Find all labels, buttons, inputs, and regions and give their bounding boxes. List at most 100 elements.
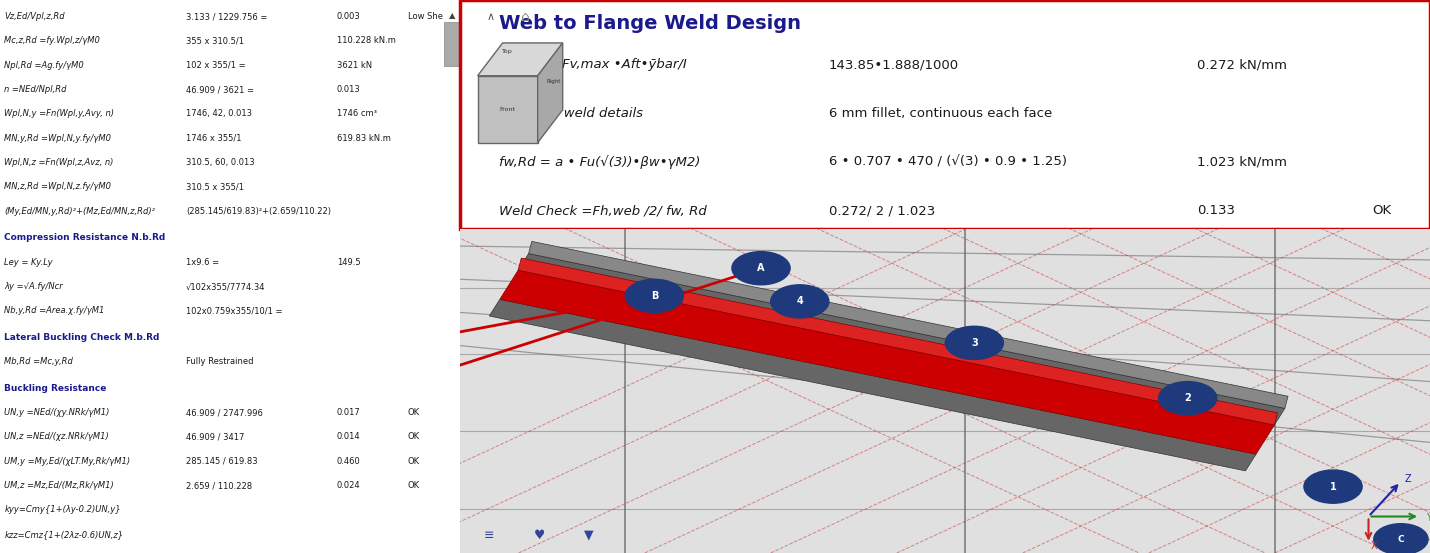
Polygon shape bbox=[478, 76, 538, 143]
Text: 2.659 / 110.228: 2.659 / 110.228 bbox=[186, 481, 252, 490]
Text: Fully Restrained: Fully Restrained bbox=[186, 357, 253, 366]
Text: λy =√A.fy/Ncr: λy =√A.fy/Ncr bbox=[4, 282, 63, 291]
Text: 0.133: 0.133 bbox=[1197, 204, 1236, 217]
Text: Low Shear: Low Shear bbox=[408, 12, 452, 21]
Polygon shape bbox=[518, 254, 1284, 425]
Text: Ley = Ky.Ly: Ley = Ky.Ly bbox=[4, 258, 53, 267]
Circle shape bbox=[1374, 524, 1429, 553]
Text: 0.024: 0.024 bbox=[337, 481, 360, 490]
Text: 355 x 310.5/1: 355 x 310.5/1 bbox=[186, 36, 245, 45]
Text: 310.5 x 355/1: 310.5 x 355/1 bbox=[186, 182, 245, 191]
Text: Vz,Ed/Vpl,z,Rd: Vz,Ed/Vpl,z,Rd bbox=[4, 12, 64, 21]
Text: C: C bbox=[1397, 535, 1404, 544]
Text: Right: Right bbox=[546, 79, 561, 85]
Text: 1746 x 355/1: 1746 x 355/1 bbox=[186, 134, 242, 143]
Text: 6 mm fillet, continuous each face: 6 mm fillet, continuous each face bbox=[829, 107, 1052, 120]
Text: √102x355/7774.34: √102x355/7774.34 bbox=[186, 282, 266, 291]
Text: UN,z =NEd/(χz.NRk/γM1): UN,z =NEd/(χz.NRk/γM1) bbox=[4, 432, 109, 441]
Text: Mb,Rd =Mc,y,Rd: Mb,Rd =Mc,y,Rd bbox=[4, 357, 73, 366]
FancyBboxPatch shape bbox=[460, 0, 1430, 229]
Text: MN,y,Rd =Wpl,N,y.fy/γM0: MN,y,Rd =Wpl,N,y.fy/γM0 bbox=[4, 134, 112, 143]
Text: n =NEd/Npl,Rd: n =NEd/Npl,Rd bbox=[4, 85, 67, 94]
Text: Nb,y,Rd =Area.χ.fy/γM1: Nb,y,Rd =Area.χ.fy/γM1 bbox=[4, 306, 104, 315]
Text: Z: Z bbox=[1404, 474, 1411, 484]
Polygon shape bbox=[478, 43, 563, 76]
Text: 0.272 kN/mm: 0.272 kN/mm bbox=[1197, 58, 1287, 71]
Text: Wpl,N,z =Fn(Wpl,z,Avz, n): Wpl,N,z =Fn(Wpl,z,Avz, n) bbox=[4, 158, 114, 167]
Text: 0.460: 0.460 bbox=[337, 457, 360, 466]
Text: 1x9.6 =: 1x9.6 = bbox=[186, 258, 219, 267]
Text: 0.014: 0.014 bbox=[337, 432, 360, 441]
Text: A: A bbox=[758, 263, 765, 273]
Text: 102 x 355/1 =: 102 x 355/1 = bbox=[186, 61, 246, 70]
Text: 102x0.759x355/10/1 =: 102x0.759x355/10/1 = bbox=[186, 306, 283, 315]
Text: 143.85•1.888/1000: 143.85•1.888/1000 bbox=[829, 58, 960, 71]
Text: X: X bbox=[1371, 541, 1377, 551]
Polygon shape bbox=[518, 258, 1277, 425]
Text: 1746 cm³: 1746 cm³ bbox=[337, 109, 378, 118]
Text: Weld Check =Fh,web /2/ fw, Rd: Weld Check =Fh,web /2/ fw, Rd bbox=[499, 204, 706, 217]
Polygon shape bbox=[529, 242, 1288, 409]
Text: OK: OK bbox=[408, 481, 420, 490]
Text: OK: OK bbox=[408, 432, 420, 441]
Text: ▼: ▼ bbox=[585, 529, 593, 541]
Text: 149.5: 149.5 bbox=[337, 258, 360, 267]
Circle shape bbox=[1304, 470, 1363, 503]
Circle shape bbox=[1158, 382, 1217, 415]
Text: OK: OK bbox=[408, 408, 420, 417]
Text: (285.145/619.83)²+(2.659/110.22): (285.145/619.83)²+(2.659/110.22) bbox=[186, 207, 332, 216]
Text: Wpl,N,y =Fn(Wpl,y,Avy, n): Wpl,N,y =Fn(Wpl,y,Avy, n) bbox=[4, 109, 114, 118]
Text: 2: 2 bbox=[1184, 393, 1191, 403]
Circle shape bbox=[732, 252, 791, 285]
Text: 6 • 0.707 • 470 / (√(3) • 0.9 • 1.25): 6 • 0.707 • 470 / (√(3) • 0.9 • 1.25) bbox=[829, 155, 1067, 169]
Text: 1: 1 bbox=[1330, 482, 1337, 492]
Text: Mc,z,Rd =fy.Wpl,z/γM0: Mc,z,Rd =fy.Wpl,z/γM0 bbox=[4, 36, 100, 45]
Text: 3: 3 bbox=[971, 338, 978, 348]
Text: UM,y =My,Ed/(χLT.My,Rk/γM1): UM,y =My,Ed/(χLT.My,Rk/γM1) bbox=[4, 457, 130, 466]
Text: UM,z =Mz,Ed/(Mz,Rk/γM1): UM,z =Mz,Ed/(Mz,Rk/γM1) bbox=[4, 481, 114, 490]
Text: OK: OK bbox=[408, 457, 420, 466]
Text: kzz=Cmz{1+(2λz-0.6)UN,z}: kzz=Cmz{1+(2λz-0.6)UN,z} bbox=[4, 530, 123, 539]
Text: 0.013: 0.013 bbox=[337, 85, 360, 94]
Text: 46.909 / 2747.996: 46.909 / 2747.996 bbox=[186, 408, 263, 417]
Text: fw,Rd = a • Fu(√(3))•βw•γM2): fw,Rd = a • Fu(√(3))•βw•γM2) bbox=[499, 155, 701, 169]
Text: 0.272/ 2 / 1.023: 0.272/ 2 / 1.023 bbox=[829, 204, 935, 217]
Text: 46.909 / 3621 =: 46.909 / 3621 = bbox=[186, 85, 255, 94]
Text: 1746, 42, 0.013: 1746, 42, 0.013 bbox=[186, 109, 252, 118]
Text: 0.017: 0.017 bbox=[337, 408, 360, 417]
Text: 110.228 kN.m: 110.228 kN.m bbox=[337, 36, 396, 45]
Text: ▲: ▲ bbox=[449, 11, 455, 20]
Text: 46.909 / 3417: 46.909 / 3417 bbox=[186, 432, 245, 441]
Text: MN,z,Rd =Wpl,N,z.fy/γM0: MN,z,Rd =Wpl,N,z.fy/γM0 bbox=[4, 182, 112, 191]
Text: B: B bbox=[651, 291, 658, 301]
Text: Web to Flange Weld Design: Web to Flange Weld Design bbox=[499, 14, 801, 33]
Circle shape bbox=[771, 285, 829, 318]
Text: ∧: ∧ bbox=[486, 12, 495, 22]
Text: 3.133 / 1229.756 =: 3.133 / 1229.756 = bbox=[186, 12, 267, 21]
Text: ⌂: ⌂ bbox=[521, 9, 531, 24]
Polygon shape bbox=[499, 270, 1274, 454]
Text: Compression Resistance N.b.Rd: Compression Resistance N.b.Rd bbox=[4, 233, 166, 242]
Text: ♥: ♥ bbox=[533, 529, 545, 541]
Circle shape bbox=[945, 326, 1004, 359]
Text: 285.145 / 619.83: 285.145 / 619.83 bbox=[186, 457, 257, 466]
Text: (My,Ed/MN,y,Rd)²+(Mz,Ed/MN,z,Rd)²: (My,Ed/MN,y,Rd)²+(Mz,Ed/MN,z,Rd)² bbox=[4, 207, 156, 216]
Text: ≡: ≡ bbox=[483, 529, 495, 541]
Text: UN,y =NEd/(χy.NRk/γM1): UN,y =NEd/(χy.NRk/γM1) bbox=[4, 408, 110, 417]
Text: Npl,Rd =Ag.fy/γM0: Npl,Rd =Ag.fy/γM0 bbox=[4, 61, 84, 70]
Text: 0.003: 0.003 bbox=[337, 12, 360, 21]
Text: Front: Front bbox=[499, 107, 516, 112]
Text: kyy=Cmy{1+(λy-0.2)UN,y}: kyy=Cmy{1+(λy-0.2)UN,y} bbox=[4, 505, 122, 514]
Text: Buckling Resistance: Buckling Resistance bbox=[4, 384, 107, 393]
Text: 619.83 kN.m: 619.83 kN.m bbox=[337, 134, 390, 143]
Circle shape bbox=[625, 279, 684, 312]
Text: Specified weld details: Specified weld details bbox=[499, 107, 644, 120]
Text: 3621 kN: 3621 kN bbox=[337, 61, 372, 70]
Text: 1.023 kN/mm: 1.023 kN/mm bbox=[1197, 155, 1287, 169]
Text: Fh,web =Fv,max •Aft•ȳbar/I: Fh,web =Fv,max •Aft•ȳbar/I bbox=[499, 58, 686, 71]
Polygon shape bbox=[489, 299, 1256, 471]
Text: OK: OK bbox=[1371, 204, 1391, 217]
Text: 310.5, 60, 0.013: 310.5, 60, 0.013 bbox=[186, 158, 255, 167]
Text: 4: 4 bbox=[797, 296, 804, 306]
Polygon shape bbox=[538, 43, 563, 143]
